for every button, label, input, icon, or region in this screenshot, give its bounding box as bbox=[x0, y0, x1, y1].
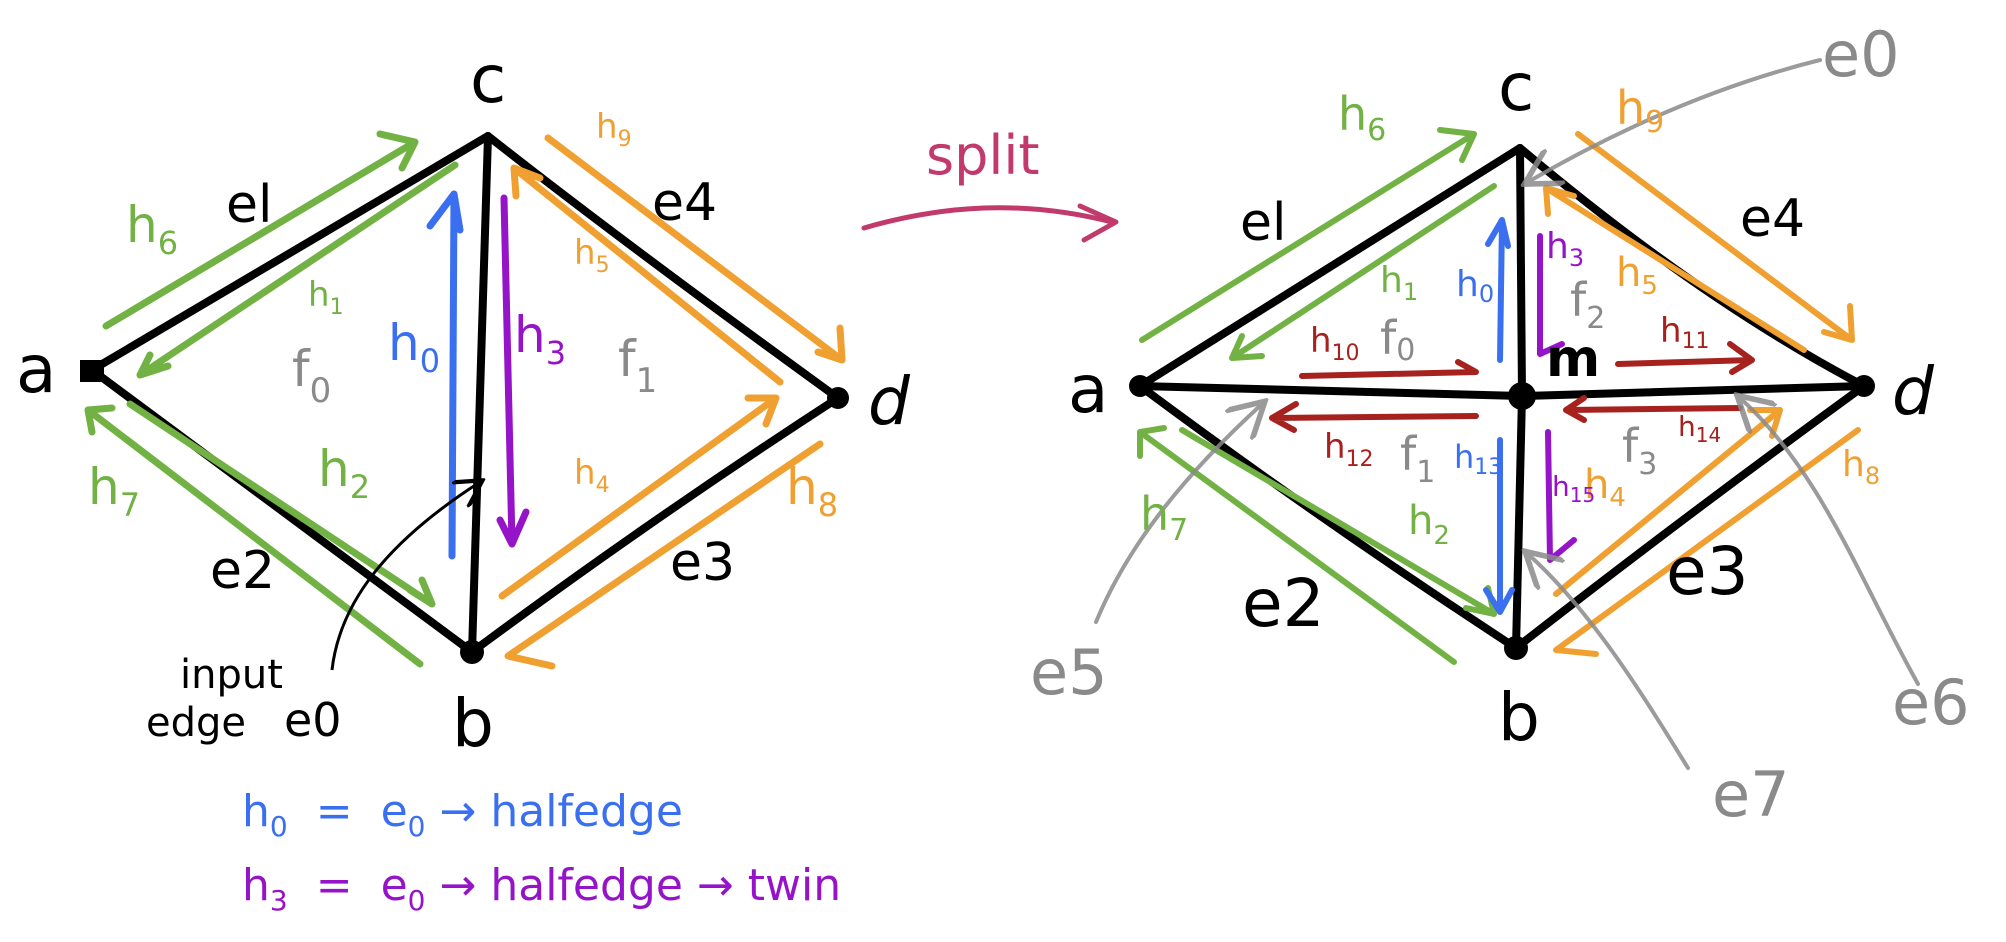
right-vertex-a bbox=[1129, 375, 1151, 397]
legend-line-1: h0 = e0 → halfedge bbox=[242, 786, 683, 847]
left-edge-e3-label: e3 bbox=[670, 533, 735, 593]
right-edge-e2-label: e2 bbox=[1242, 565, 1325, 642]
left-halfedge-h3-arrow bbox=[500, 198, 526, 544]
right-vertex-d-label: d bbox=[1892, 353, 1935, 430]
left-input-label-line1: input bbox=[180, 652, 283, 698]
left-halfedge-h4-label: h4 bbox=[574, 453, 610, 498]
left-halfedge-h2-arrow bbox=[130, 404, 432, 604]
right-face-f2-label: f2 bbox=[1570, 273, 1605, 336]
right-halfedge-h14-label: h14 bbox=[1678, 410, 1721, 447]
right-vertex-d bbox=[1853, 375, 1875, 397]
right-halfedge-h8-label: h8 bbox=[1842, 444, 1880, 490]
right-vertex-a-label: a bbox=[1068, 351, 1108, 428]
right-halfedge-h10-label: h10 bbox=[1310, 321, 1360, 366]
right-halfedge-h9-label: h9 bbox=[1616, 81, 1664, 140]
left-halfedge-h1-label: h1 bbox=[308, 275, 344, 320]
right-vertex-b-label: b bbox=[1498, 679, 1540, 756]
left-input-label-line3: e0 bbox=[284, 693, 342, 747]
left-vertex-a bbox=[80, 360, 104, 382]
right-vertex-b bbox=[1504, 636, 1528, 660]
right-face-f1-label: f1 bbox=[1400, 427, 1435, 490]
left-face-f1-label: f1 bbox=[618, 330, 657, 401]
right-edge-e5-label: e5 bbox=[1030, 636, 1108, 709]
right-vertex-m-label: m bbox=[1546, 329, 1600, 389]
left-edge-e1-label: el bbox=[226, 175, 272, 235]
right-face-f0-label: f0 bbox=[1380, 311, 1415, 368]
right-halfedge-h2-label: h2 bbox=[1408, 498, 1450, 551]
right-edge-e5 bbox=[1140, 386, 1522, 396]
split-arrowhead bbox=[1080, 206, 1116, 240]
left-mesh: a b c d el e4 e2 e3 f0 f1 h0 h1 h2 h3 h4… bbox=[16, 41, 911, 762]
right-halfedge-h6-label: h6 bbox=[1338, 87, 1386, 148]
legend: h0 = e0 → halfedge h3 = e0 → halfedge → … bbox=[242, 786, 841, 921]
right-edge-e7 bbox=[1516, 396, 1522, 648]
left-halfedge-h8-label: h8 bbox=[786, 458, 838, 524]
right-edge-e6-label: e6 bbox=[1892, 666, 1970, 739]
right-edge-e1-label: el bbox=[1240, 193, 1286, 253]
right-edge-e3-label: e3 bbox=[1666, 533, 1749, 610]
left-vertex-b-label: b bbox=[452, 685, 494, 762]
left-edge-e4-label: e4 bbox=[652, 173, 717, 233]
left-vertex-d-label: d bbox=[868, 363, 911, 440]
left-halfedge-h0-label: h0 bbox=[388, 314, 440, 380]
left-halfedge-h2-label: h2 bbox=[318, 440, 370, 506]
right-vertex-c-label: c bbox=[1498, 49, 1534, 126]
left-halfedge-h9-label: h9 bbox=[596, 107, 632, 152]
left-halfedge-h6-label: h6 bbox=[126, 196, 178, 262]
right-halfedge-h3-label: h3 bbox=[1546, 226, 1584, 272]
split-operation: split bbox=[864, 124, 1116, 240]
left-halfedge-h7-label: h7 bbox=[88, 458, 140, 524]
right-halfedge-h14-arrow bbox=[1566, 398, 1740, 420]
left-vertex-c-label: c bbox=[470, 41, 506, 118]
right-halfedge-h1-label: h1 bbox=[1380, 260, 1418, 306]
right-face-f3-label: f3 bbox=[1622, 419, 1657, 482]
split-label: split bbox=[926, 124, 1040, 187]
right-edge-e4-label: e4 bbox=[1740, 189, 1805, 249]
right-halfedge-h13-label: h13 bbox=[1454, 438, 1502, 480]
left-edge-e2 bbox=[92, 370, 472, 652]
right-halfedge-h0-label: h0 bbox=[1456, 264, 1494, 308]
right-edge-e0-label: e0 bbox=[1822, 18, 1900, 91]
left-vertex-a-label: a bbox=[16, 331, 56, 408]
right-edge-e0 bbox=[1520, 148, 1522, 396]
left-face-f0-label: f0 bbox=[292, 340, 331, 411]
right-e7-pointer-arrow bbox=[1528, 554, 1688, 768]
left-edge-e0 bbox=[472, 136, 488, 652]
left-halfedge-h7-arrow bbox=[88, 408, 420, 664]
right-vertex-m bbox=[1508, 382, 1536, 410]
right-e6-pointer-arrow bbox=[1740, 398, 1918, 684]
right-halfedge-h7-label: h7 bbox=[1140, 487, 1188, 548]
left-input-label-line2: edge bbox=[146, 700, 246, 746]
split-arrow bbox=[864, 208, 1112, 228]
left-vertex-b bbox=[460, 640, 484, 664]
left-halfedge-h3-label: h3 bbox=[514, 306, 566, 372]
right-e0-pointer-arrow bbox=[1528, 60, 1820, 182]
right-mesh: a b c d m e0 el e4 e2 e3 e5 e6 e7 f0 f1 … bbox=[1030, 18, 1970, 831]
left-edge-e3 bbox=[472, 398, 838, 652]
legend-line-2: h3 = e0 → halfedge → twin bbox=[242, 860, 841, 921]
left-edge-e2-label: e2 bbox=[210, 541, 275, 601]
left-vertex-d bbox=[827, 387, 849, 409]
right-halfedge-h11-label: h11 bbox=[1660, 311, 1710, 354]
right-halfedge-h12-arrow bbox=[1272, 404, 1476, 430]
right-halfedge-h12-label: h12 bbox=[1324, 427, 1374, 472]
right-edge-e7-label: e7 bbox=[1712, 758, 1790, 831]
